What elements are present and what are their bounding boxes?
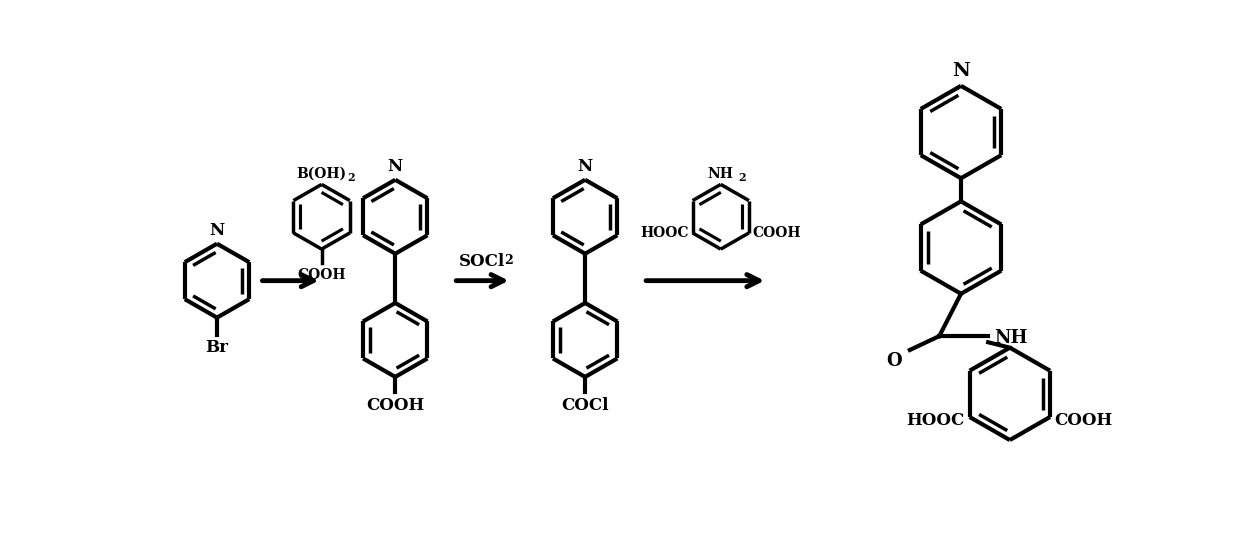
Text: B(OH): B(OH): [296, 166, 347, 180]
Text: 2: 2: [503, 254, 513, 267]
Text: O: O: [887, 351, 903, 370]
Text: Br: Br: [206, 339, 228, 356]
Text: COCl: COCl: [562, 397, 609, 414]
Text: N: N: [210, 222, 224, 239]
Text: NH: NH: [708, 166, 734, 180]
Text: SOCl: SOCl: [459, 253, 505, 270]
Text: N: N: [952, 63, 970, 80]
Text: COOH: COOH: [298, 268, 346, 281]
Text: COOH: COOH: [366, 397, 424, 414]
Text: COOH: COOH: [1055, 412, 1114, 430]
Text: 2: 2: [739, 172, 746, 183]
Text: NH: NH: [994, 329, 1028, 347]
Text: COOH: COOH: [753, 226, 801, 240]
Text: HOOC: HOOC: [906, 412, 965, 430]
Text: N: N: [388, 158, 403, 175]
Text: HOOC: HOOC: [640, 226, 688, 240]
Text: N: N: [578, 158, 593, 175]
Text: 2: 2: [347, 172, 355, 183]
